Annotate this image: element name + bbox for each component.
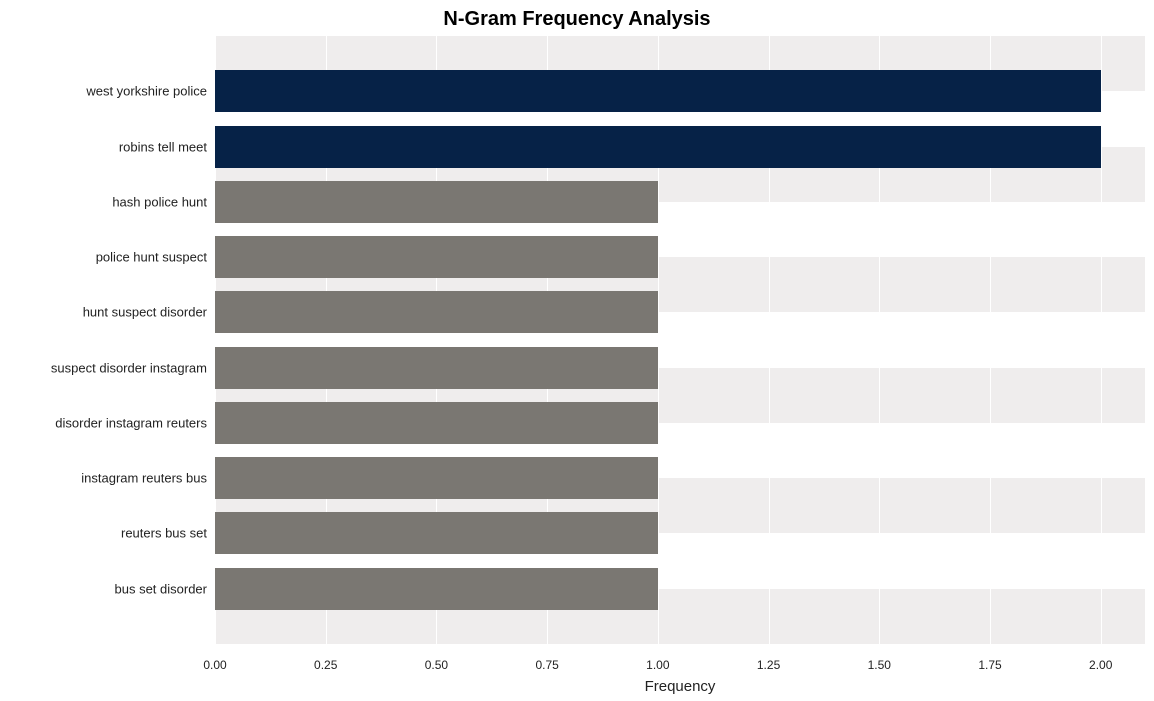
bar <box>215 347 658 389</box>
x-tick-label: 2.00 <box>1089 658 1112 672</box>
x-tick-label: 0.25 <box>314 658 337 672</box>
y-tick-label: bus set disorder <box>115 581 208 596</box>
bar <box>215 457 658 499</box>
x-tick-label: 1.00 <box>646 658 669 672</box>
x-tick-label: 1.25 <box>757 658 780 672</box>
y-tick-label: west yorkshire police <box>86 84 207 99</box>
bar <box>215 512 658 554</box>
x-axis-label: Frequency <box>215 678 1145 695</box>
y-tick-label: hunt suspect disorder <box>83 305 207 320</box>
bar <box>215 568 658 610</box>
y-tick-label: robins tell meet <box>119 139 207 154</box>
bar <box>215 236 658 278</box>
x-tick-label: 1.75 <box>978 658 1001 672</box>
bar <box>215 126 1101 168</box>
y-tick-label: hash police hunt <box>112 194 207 209</box>
x-tick-label: 0.75 <box>535 658 558 672</box>
bar <box>215 70 1101 112</box>
x-tick-label: 0.50 <box>425 658 448 672</box>
x-axis-ticks: 0.000.250.500.751.001.251.501.752.00 <box>215 658 1145 678</box>
bar <box>215 181 658 223</box>
y-axis-labels: west yorkshire police robins tell meet has… <box>0 36 215 644</box>
y-tick-label: suspect disorder instagram <box>51 360 207 375</box>
chart-container: N-Gram Frequency Analysis west yorkshire… <box>0 0 1154 701</box>
bar <box>215 402 658 444</box>
chart-title: N-Gram Frequency Analysis <box>0 8 1154 31</box>
y-tick-label: police hunt suspect <box>96 250 207 265</box>
plot-area <box>215 36 1145 644</box>
bar <box>215 291 658 333</box>
x-tick-label: 1.50 <box>868 658 891 672</box>
y-tick-label: instagram reuters bus <box>81 471 207 486</box>
y-tick-label: reuters bus set <box>121 526 207 541</box>
y-tick-label: disorder instagram reuters <box>55 415 207 430</box>
grid-line-vertical <box>1101 36 1102 644</box>
x-tick-label: 0.00 <box>203 658 226 672</box>
